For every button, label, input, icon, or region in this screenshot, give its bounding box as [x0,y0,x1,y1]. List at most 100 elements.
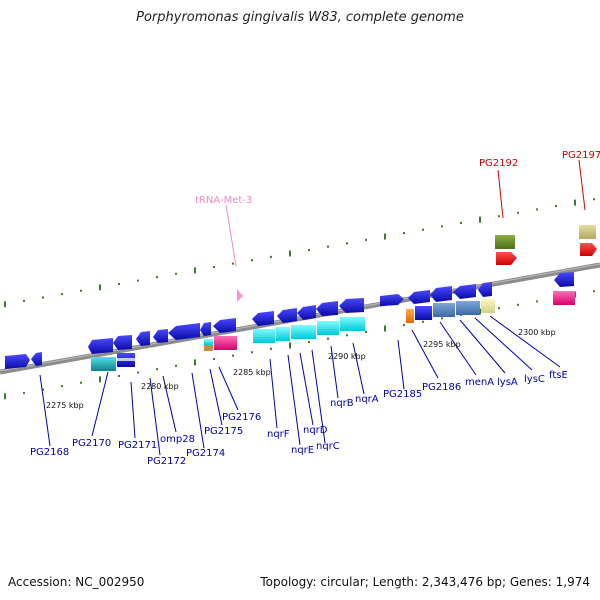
track-tick [156,276,158,279]
track-tick [422,228,424,231]
track-tick [346,242,348,245]
gene-arrow[interactable] [252,311,274,326]
track-tick [23,391,25,394]
track-tick [517,211,519,214]
gene-box-orange[interactable] [406,309,414,323]
gene-arrow[interactable] [113,335,132,350]
gene-arrow[interactable] [88,338,113,354]
gene-arrow[interactable] [5,354,30,369]
gene-label[interactable]: nqrC [316,441,340,452]
gene-box-pale[interactable] [481,299,495,313]
gene-label[interactable]: omp28 [160,434,195,445]
gene-label[interactable]: nqrB [330,398,354,409]
track-tick [498,307,500,310]
track-tick [593,198,595,201]
track-tick [517,303,519,306]
gene-arrow[interactable] [168,323,200,340]
gene-box-cyan[interactable] [253,329,275,343]
track-tick [194,267,196,274]
gene-box-pink[interactable] [214,336,237,350]
gene-label[interactable]: PG2170 [72,438,111,449]
track-tick [118,282,120,285]
track-tick [365,330,367,333]
gene-label[interactable]: PG2174 [186,448,225,459]
scale-label: 2285 kbp [233,368,271,377]
gene-box-cyan[interactable] [317,321,339,335]
track-tick [175,272,177,275]
track-tick [498,215,500,218]
gene-label[interactable]: lysC [524,374,545,385]
track-tick [384,233,386,240]
track-tick [80,289,82,292]
gene-box-small[interactable] [204,345,213,351]
gene-box-cyan[interactable] [276,327,290,341]
gene-arrow[interactable] [31,352,42,366]
track-tick [536,300,538,303]
gene-box-steel[interactable] [433,303,455,317]
track-tick [213,358,215,361]
gene-label[interactable]: nqrF [267,429,290,440]
gene-arrow[interactable] [430,286,452,302]
gene-label[interactable]: PG2175 [204,426,243,437]
gene-label[interactable]: PG2186 [422,382,461,393]
gene-labels: PG2168 PG2170 PG2171 PG2172 omp28 PG2174… [30,370,568,467]
gene-label[interactable]: nqrD [303,425,328,436]
scale-label: 2295 kbp [423,340,461,349]
gene-arrow[interactable] [297,305,316,320]
rna-label[interactable]: tRNA-Met-3 [195,195,252,206]
pseudo-gene-box[interactable] [495,235,515,249]
gene-arrow[interactable] [339,298,364,313]
gene-box-small[interactable] [204,339,213,345]
gene-arrow[interactable] [213,318,236,333]
gene-arrow[interactable] [316,301,338,316]
track-tick [365,238,367,241]
gene-label[interactable]: nqrE [291,445,314,456]
pseudo-label[interactable]: PG2192 [479,158,518,169]
track-tick [403,232,405,235]
track-tick [289,250,291,257]
track-tick [308,249,310,252]
pseudo-label[interactable]: PG2197 [562,150,600,161]
track-tick [42,388,44,391]
gene-label[interactable]: nqrA [355,394,379,405]
gene-arrow[interactable] [478,282,492,297]
gene-label[interactable]: PG2168 [30,447,69,458]
track-tick [346,334,348,337]
gene-label[interactable]: PG2171 [118,440,157,451]
gene-arrow[interactable] [380,294,404,306]
gene-box-pink[interactable] [553,291,575,305]
pseudo-gene-box[interactable] [579,225,596,239]
gene-label[interactable]: PG2185 [383,389,422,400]
trna-marker[interactable] [237,289,243,302]
track-tick [270,255,272,258]
track-tick [441,317,443,320]
gene-label[interactable]: lysA [497,377,518,388]
gene-arrow[interactable] [554,272,574,287]
gene-box-steel[interactable] [415,306,432,320]
gene-box-steel[interactable] [456,301,480,315]
gene-box-teal[interactable] [91,357,116,371]
accession-text: Accession: NC_002950 [8,575,145,589]
gene-label[interactable]: ftsE [549,370,568,381]
gene-label[interactable]: PG2172 [147,456,186,467]
track-tick [80,381,82,384]
gene-arrow[interactable] [453,284,476,299]
gene-arrow[interactable] [408,290,430,304]
gene-label[interactable]: menA [465,377,494,388]
pseudo-gene-arrow[interactable] [580,243,597,256]
gene-arrow[interactable] [277,308,297,323]
track-tick [42,296,44,299]
track-tick [327,245,329,248]
forward-strand-genes [5,225,597,371]
page-title: Porphyromonas gingivalis W83, complete g… [136,10,464,25]
gene-arrow[interactable] [200,322,211,336]
gene-box-cyan[interactable] [340,317,365,331]
gene-box-cyan[interactable] [291,325,316,339]
track-tick [384,325,386,332]
gene-arrow[interactable] [136,331,150,346]
scale-label: 2290 kbp [328,352,366,361]
gene-label[interactable]: PG2176 [222,412,261,423]
pseudo-gene-arrow[interactable] [496,252,517,265]
gene-arrow[interactable] [153,329,168,343]
